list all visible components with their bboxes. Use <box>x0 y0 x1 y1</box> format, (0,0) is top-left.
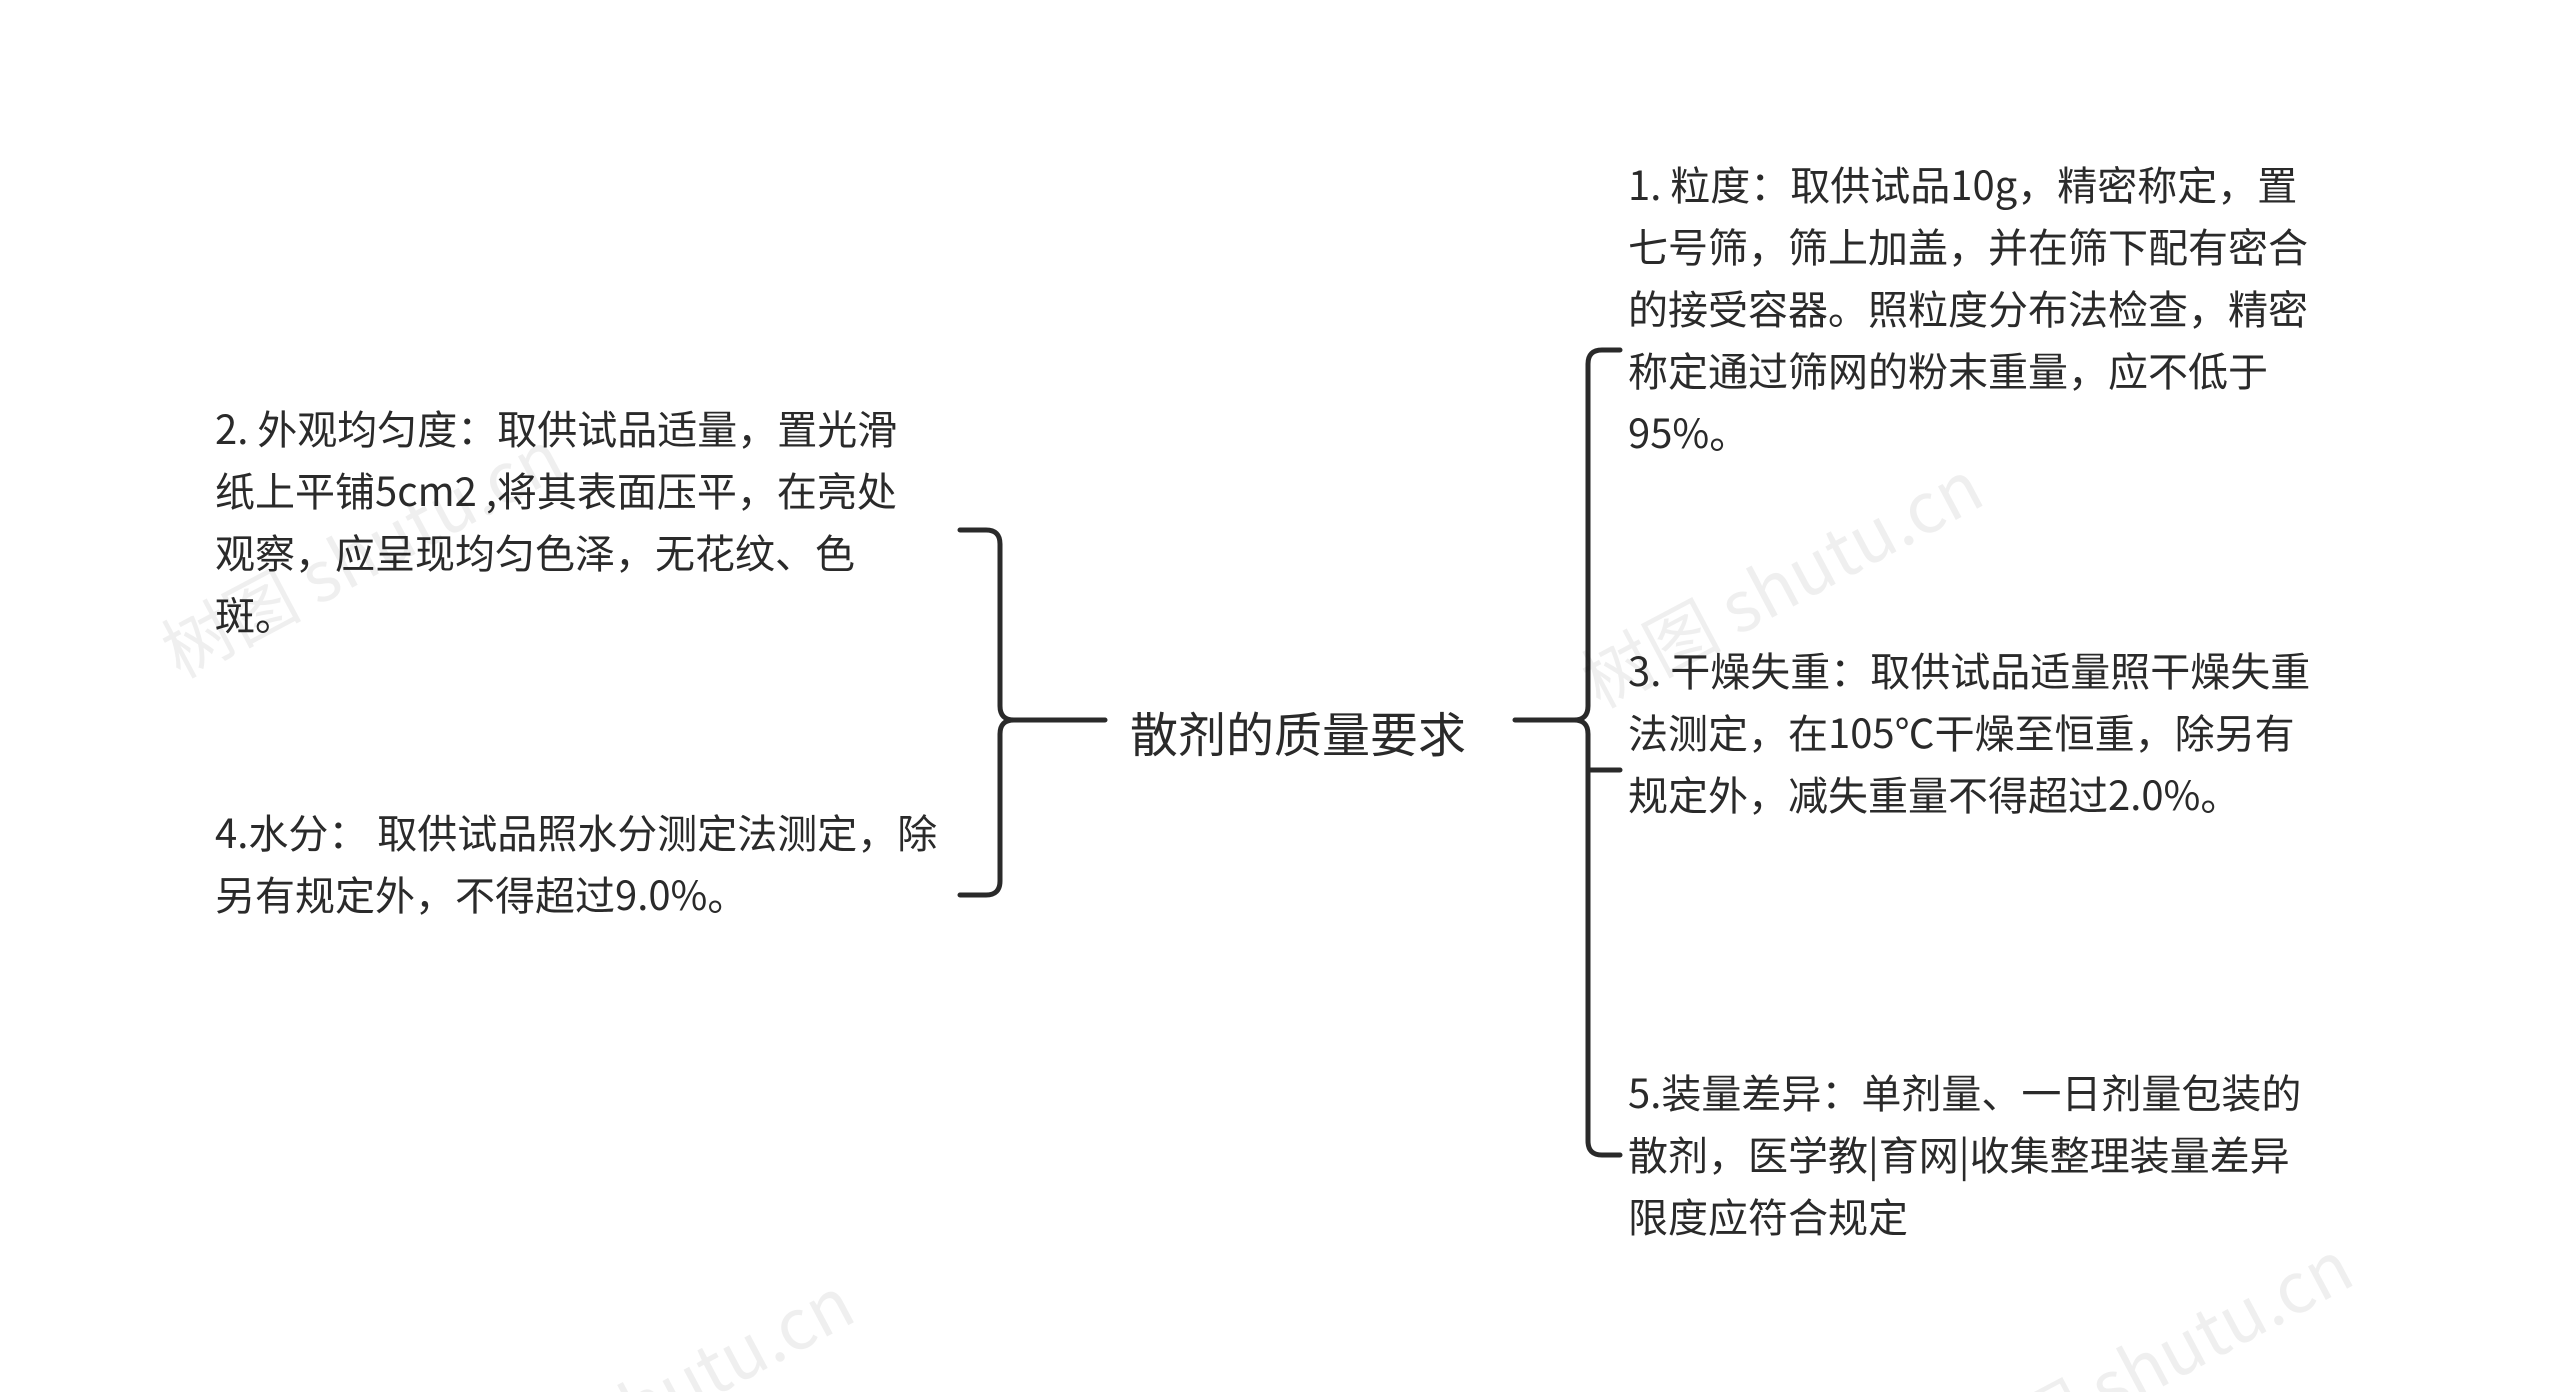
leaf-node-1: 1. 粒度：取供试品10g，精密称定，置七号筛，筛上加盖，并在筛下配有密合的接受… <box>1628 152 2328 462</box>
leaf-node-4: 4.水分： 取供试品照水分测定法测定，除另有规定外，不得超过9.0%。 <box>215 800 945 924</box>
mindmap-canvas: 散剂的质量要求 2. 外观均匀度：取供试品适量，置光滑纸上平铺5cm2 ,将其表… <box>0 0 2560 1392</box>
watermark: shutu.cn <box>571 1249 869 1392</box>
leaf-node-3: 3. 干燥失重：取供试品适量照干燥失重法测定，在105℃干燥至恒重，除另有规定外… <box>1628 638 2328 824</box>
center-node: 散剂的质量要求 <box>1130 694 1466 768</box>
leaf-node-5: 5.装量差异：单剂量、一日剂量包装的散剂，医学教|育网|收集整理装量差异限度应符… <box>1628 1060 2328 1246</box>
